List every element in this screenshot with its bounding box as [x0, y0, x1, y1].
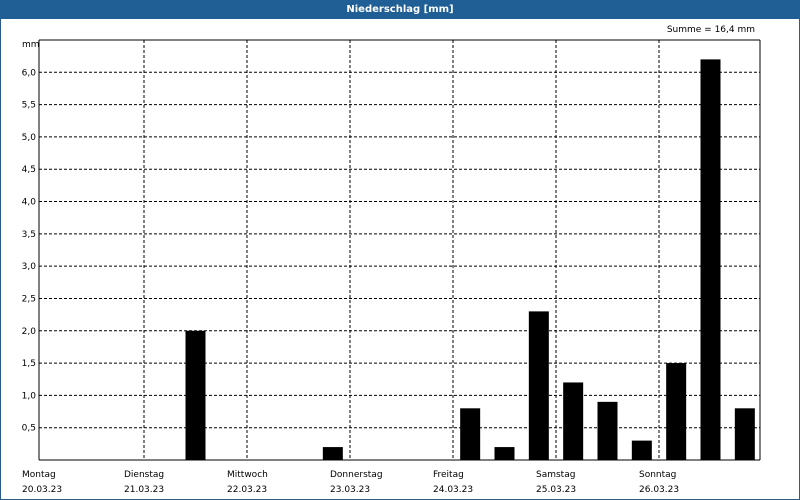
precipitation-bar	[666, 363, 687, 460]
day-name-label: Donnerstag	[330, 470, 383, 480]
day-name-label: Freitag	[433, 470, 464, 480]
precipitation-bar	[322, 447, 343, 460]
day-date-label: 24.03.23	[433, 485, 473, 495]
y-tick-label: 5,5	[22, 101, 36, 111]
precipitation-bar	[597, 401, 618, 460]
y-tick-label: 6,0	[22, 68, 37, 78]
precipitation-bar	[563, 382, 584, 460]
chart-title: Niederschlag [mm]	[0, 0, 800, 19]
y-tick-label: 2,5	[22, 294, 36, 304]
y-tick-label: 5,0	[22, 133, 37, 143]
y-tick-label: 1,5	[22, 359, 36, 369]
day-date-label: 26.03.23	[639, 485, 679, 495]
day-date-label: 23.03.23	[330, 485, 370, 495]
bars	[185, 59, 755, 461]
precipitation-sum: Summe = 16,4 mm	[666, 25, 755, 35]
y-axis-unit: mm	[22, 40, 40, 50]
y-tick-label: 0,5	[22, 424, 36, 434]
day-name-label: Dienstag	[124, 470, 164, 480]
precipitation-bar	[460, 408, 481, 460]
axes	[38, 39, 761, 461]
day-name-label: Samstag	[536, 470, 575, 480]
y-tick-label: 3,5	[22, 230, 36, 240]
day-date-label: 20.03.23	[22, 485, 62, 495]
precipitation-bar	[494, 447, 515, 460]
y-tick-label: 4,0	[22, 198, 37, 208]
axis-labels: 0,5 1,0 1,5 2,0 2,5 3,0 3,5 4,0 4,5 5,0 5,5 6,0 Mont…	[22, 68, 679, 495]
precipitation-bar	[185, 330, 206, 460]
day-date-label: 22.03.23	[227, 485, 267, 495]
y-tick-label: 4,5	[22, 165, 36, 175]
day-name-label: Montag	[22, 470, 56, 480]
precipitation-bar	[528, 311, 549, 460]
day-name-label: Sonntag	[639, 470, 676, 480]
precipitation-bar	[700, 59, 721, 461]
y-tick-label: 3,0	[22, 262, 37, 272]
day-date-label: 25.03.23	[536, 485, 576, 495]
day-date-label: 21.03.23	[124, 485, 164, 495]
precipitation-bar	[734, 408, 755, 460]
grid-lines	[39, 40, 760, 460]
y-tick-label: 1,0	[22, 391, 37, 401]
precipitation-bar	[631, 440, 652, 460]
day-name-label: Mittwoch	[227, 470, 268, 480]
y-tick-label: 2,0	[22, 327, 37, 337]
